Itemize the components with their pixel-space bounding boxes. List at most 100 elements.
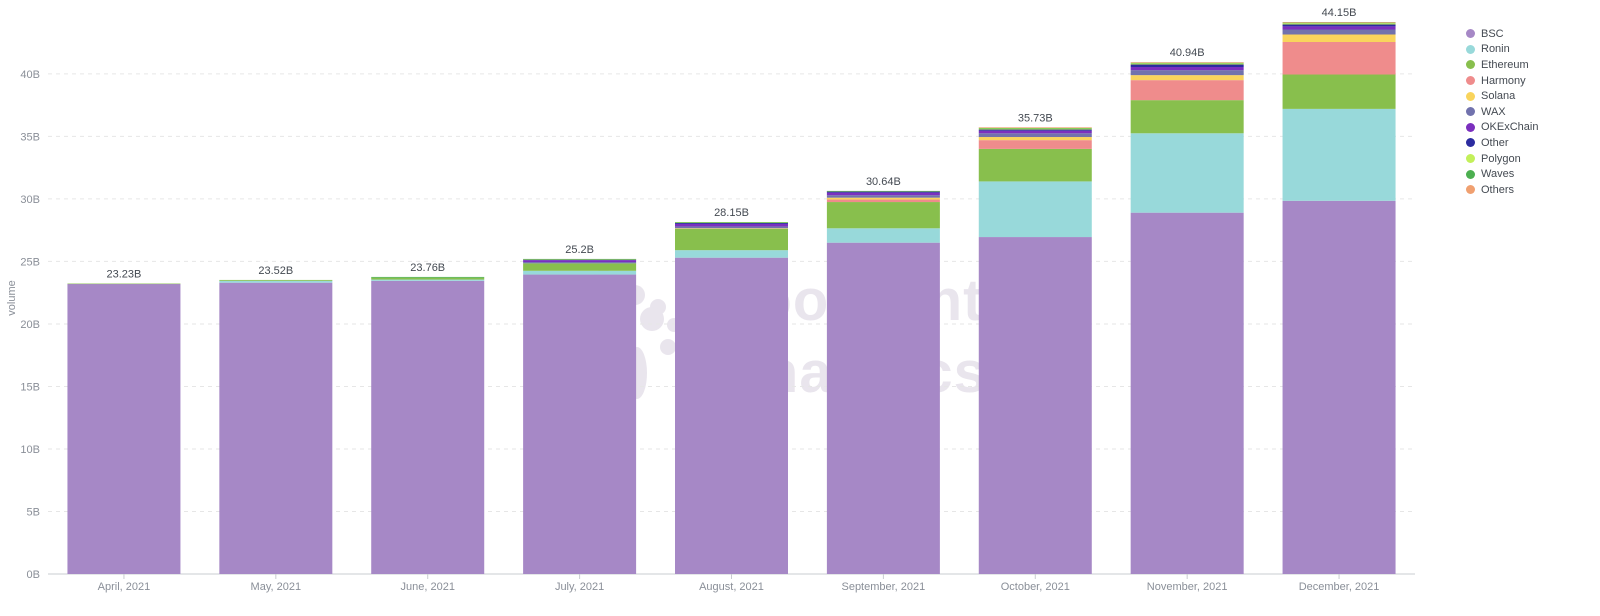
bar-segment-ethereum[interactable] (826, 202, 940, 229)
bar-segment-polygon[interactable] (978, 128, 1092, 130)
bar-total-label: 30.64B (866, 176, 901, 188)
bar-segment-wax[interactable] (978, 133, 1092, 138)
x-tick-label: July, 2021 (555, 581, 604, 593)
y-tick-label: 10B (20, 444, 40, 456)
legend-item-ethereum[interactable]: Ethereum (1466, 57, 1538, 73)
bar-segment-bsc[interactable] (978, 237, 1092, 574)
bar-segment-ethereum[interactable] (1130, 100, 1244, 134)
bar-segment-harmony[interactable] (1130, 80, 1244, 101)
bar-segment-others[interactable] (1282, 22, 1396, 23)
bar-segment-ethereum[interactable] (371, 277, 485, 280)
bar-segment-wax[interactable] (826, 195, 940, 198)
legend-item-solana[interactable]: Solana (1466, 88, 1538, 104)
legend-item-bsc[interactable]: BSC (1466, 26, 1538, 42)
bar-segment-wax[interactable] (1130, 70, 1244, 76)
bar-segment-harmony[interactable] (1282, 42, 1396, 75)
legend-dot-icon (1466, 44, 1475, 54)
bar-segment-wax[interactable] (675, 226, 788, 229)
bar-segment-ethereum[interactable] (978, 148, 1092, 182)
legend-label: OKExChain (1481, 121, 1539, 134)
legend-item-polygon[interactable]: Polygon (1466, 151, 1538, 167)
y-axis-title: volume (6, 280, 18, 315)
bar-segment-okexchain[interactable] (978, 130, 1092, 134)
bar-segment-others[interactable] (1130, 62, 1244, 63)
bar-segment-waves[interactable] (523, 258, 637, 260)
legend-item-waves[interactable]: Waves (1466, 166, 1538, 182)
legend-dot-icon (1466, 138, 1475, 148)
bar-segment-solana[interactable] (826, 197, 940, 200)
x-tick-label: April, 2021 (98, 581, 151, 593)
bar-segment-other[interactable] (675, 222, 788, 224)
bar-segment-bsc[interactable] (1130, 212, 1244, 574)
bar-segment-ronin[interactable] (1282, 108, 1396, 201)
legend-item-wax[interactable]: WAX (1466, 104, 1538, 120)
bar-segment-okexchain[interactable] (826, 192, 940, 196)
bar-segment-wax[interactable] (523, 262, 637, 264)
bar-segment-bsc[interactable] (219, 282, 333, 574)
bar-segment-waves[interactable] (675, 222, 788, 223)
bar-segment-ethereum[interactable] (1282, 74, 1396, 109)
bar-segment-waves[interactable] (826, 190, 940, 192)
legend-label: Ronin (1481, 43, 1510, 56)
y-tick-label: 0B (27, 569, 40, 581)
legend-item-ronin[interactable]: Ronin (1466, 42, 1538, 58)
bar-segment-ronin[interactable] (675, 250, 788, 258)
legend-item-other[interactable]: Other (1466, 135, 1538, 151)
bar-total-label: 40.94B (1170, 47, 1205, 59)
bar-segment-other[interactable] (978, 129, 1092, 131)
bar-segment-ronin[interactable] (219, 280, 333, 283)
bar-segment-harmony[interactable] (978, 140, 1092, 149)
bar-segment-harmony[interactable] (826, 199, 940, 203)
bar-segment-other[interactable] (523, 259, 637, 261)
bar-segment-other[interactable] (1282, 24, 1396, 27)
bar-segment-solana[interactable] (1130, 75, 1244, 81)
bar-segment-waves[interactable] (1130, 62, 1244, 64)
legend-label: Other (1481, 136, 1509, 149)
bar-segment-polygon[interactable] (826, 191, 940, 192)
legend-item-okexchain[interactable]: OKExChain (1466, 120, 1538, 136)
y-tick-label: 30B (20, 194, 40, 206)
bar-total-label: 44.15B (1322, 7, 1357, 19)
bar-segment-ronin[interactable] (1130, 133, 1244, 213)
bar-segment-solana[interactable] (1282, 34, 1396, 43)
bar-segment-ethereum[interactable] (523, 263, 637, 271)
bar-segment-bsc[interactable] (67, 283, 181, 574)
bar-segment-okexchain[interactable] (1282, 26, 1396, 30)
bar-segment-ronin[interactable] (978, 181, 1092, 238)
bar-segment-ethereum[interactable] (675, 228, 788, 251)
bar-segment-bsc[interactable] (523, 274, 637, 574)
bar-segment-waves[interactable] (978, 127, 1092, 129)
bar-segment-other[interactable] (1130, 64, 1244, 68)
bar-segment-ethereum[interactable] (67, 283, 181, 285)
bar-segment-wax[interactable] (1282, 29, 1396, 35)
bar-segment-bsc[interactable] (1282, 200, 1396, 575)
bar-segment-polygon[interactable] (675, 222, 788, 223)
bar-segment-okexchain[interactable] (1130, 67, 1244, 71)
bar-segment-ethereum[interactable] (219, 279, 333, 281)
bar-segment-ronin[interactable] (826, 228, 940, 243)
bar-segment-bsc[interactable] (675, 257, 788, 574)
bar-segment-solana[interactable] (978, 137, 1092, 141)
bar-total-label: 23.23B (107, 269, 142, 281)
legend-dot-icon (1466, 122, 1475, 132)
bar-segment-okexchain[interactable] (675, 223, 788, 227)
bar-segment-polygon[interactable] (523, 259, 637, 260)
bar-segment-polygon[interactable] (1282, 23, 1396, 25)
bar-segment-solana[interactable] (675, 228, 788, 229)
bar-segment-polygon[interactable] (1130, 63, 1244, 65)
bar-segment-ronin[interactable] (523, 270, 637, 275)
bar-segment-bsc[interactable] (371, 280, 485, 574)
bar-segment-waves[interactable] (371, 276, 485, 278)
bar-segment-other[interactable] (826, 191, 940, 193)
legend-item-harmony[interactable]: Harmony (1466, 73, 1538, 89)
bar-segment-okexchain[interactable] (523, 260, 637, 263)
bar-segment-others[interactable] (978, 127, 1092, 128)
legend-item-others[interactable]: Others (1466, 182, 1538, 198)
y-tick-label: 35B (20, 131, 40, 143)
bar-segment-ronin[interactable] (371, 279, 485, 281)
bar-segment-waves[interactable] (1282, 22, 1396, 24)
x-tick-label: August, 2021 (699, 581, 764, 593)
x-tick-label: November, 2021 (1147, 581, 1228, 593)
bar-segment-bsc[interactable] (826, 242, 940, 574)
